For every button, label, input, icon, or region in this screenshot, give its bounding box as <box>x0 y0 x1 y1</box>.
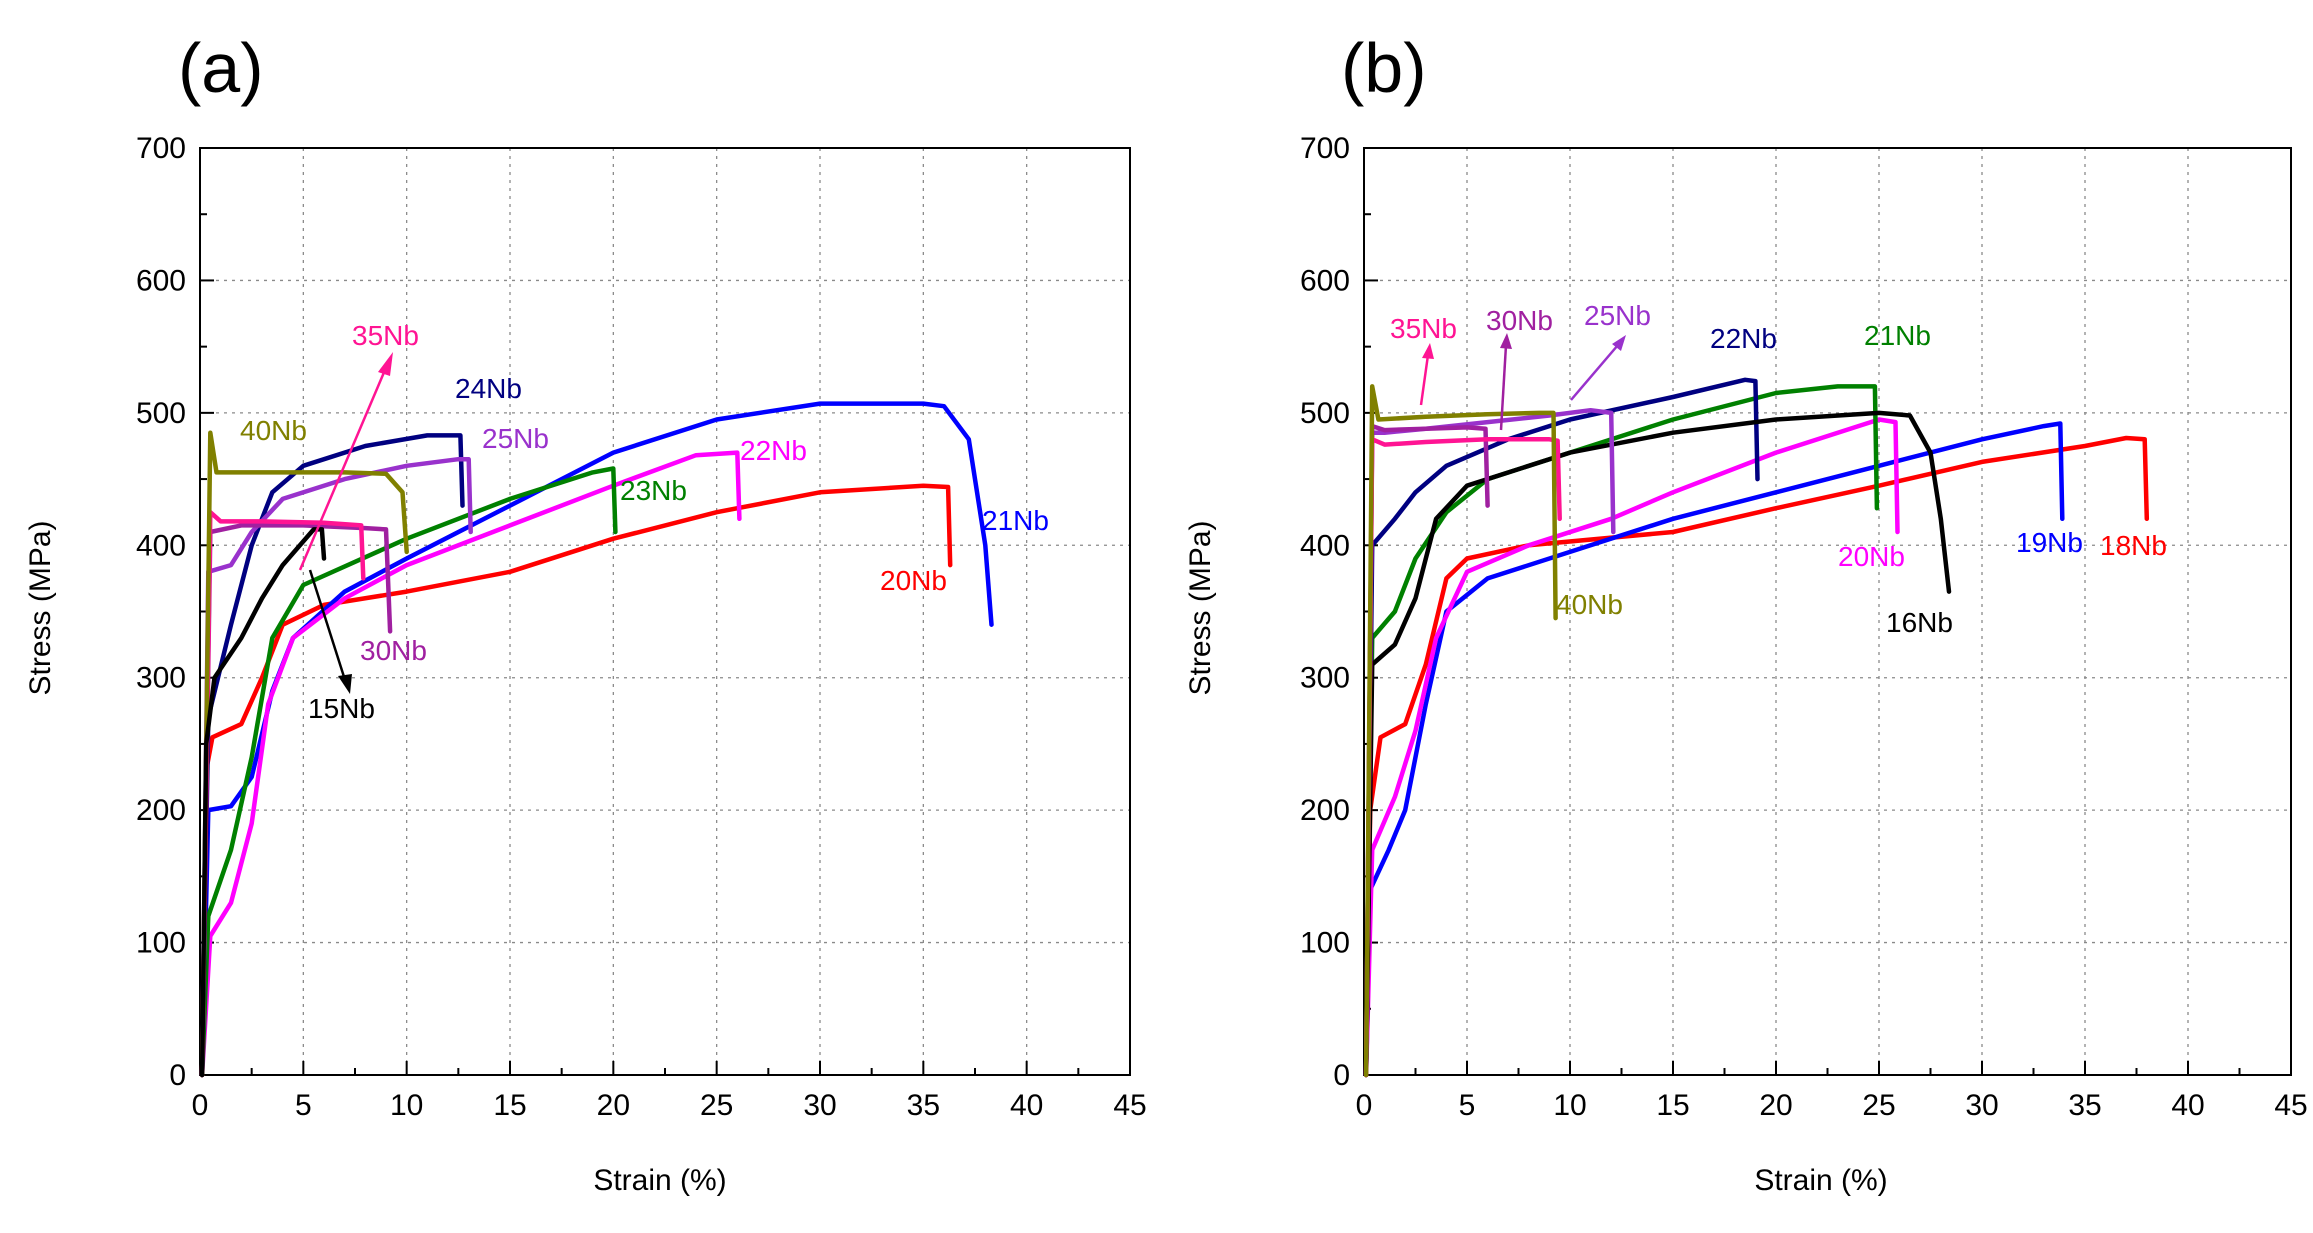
curve-label-20nb: 20Nb <box>1838 541 1905 572</box>
chart-a-svg: 0 5 10 15 20 25 30 35 40 45 0 100 200 300 400 500 600 700… <box>24 29 1147 1197</box>
curve-label-20nb: 20Nb <box>880 565 947 596</box>
y-tick-label: 0 <box>169 1059 186 1092</box>
plot-area-a: 0 5 10 15 20 25 30 35 40 45 0 100 200 300 400 500 600 700 <box>136 132 1147 1122</box>
series-line-30nb <box>1363 423 1490 1078</box>
x-tick-label: 0 <box>1356 1089 1373 1122</box>
plot-area-b: 0 5 10 15 20 25 30 35 40 45 0 100 200 300 400 500 600 700 <box>1300 132 2308 1122</box>
curve-label-22nb: 22Nb <box>1710 323 1777 354</box>
series-line-21nb <box>199 401 994 1078</box>
y-axis-title-b: Stress (MPa) <box>1184 520 1217 695</box>
curve-label-35nb: 35Nb <box>352 320 419 351</box>
panel-label-b: (b) <box>1341 29 1427 107</box>
x-tick-label: 40 <box>1010 1089 1043 1122</box>
x-tick-label: 45 <box>1113 1089 1146 1122</box>
arrow-head-35nb <box>1422 343 1434 359</box>
series-line-35nb <box>1363 437 1562 1078</box>
curve-label-15nb: 15Nb <box>308 693 375 724</box>
series-line-40nb <box>199 430 409 1078</box>
y-tick-label: 600 <box>1300 264 1350 297</box>
x-tick-label: 15 <box>493 1089 526 1122</box>
series-line-23nb <box>199 466 618 1078</box>
curve-label-21nb: 21Nb <box>1864 320 1931 351</box>
x-tick-label: 10 <box>390 1089 423 1122</box>
x-axis-title-a: Strain (%) <box>593 1164 726 1197</box>
arrow-head-25nb <box>1612 335 1626 351</box>
y-tick-label: 200 <box>1300 794 1350 827</box>
y-tick-label: 700 <box>136 132 186 165</box>
y-tick-label: 400 <box>1300 529 1350 562</box>
series-line-25nb <box>1363 407 1616 1078</box>
arrow-head-15nb <box>338 674 352 694</box>
chart-panel-b: 0 5 10 15 20 25 30 35 40 45 0 100 200 300 400 500 600 700… <box>1156 0 2312 1233</box>
x-tick-label: 20 <box>1759 1089 1792 1122</box>
panel-label-a: (a) <box>178 29 264 107</box>
arrow-25nb <box>1570 344 1619 401</box>
curve-label-23nb: 23Nb <box>620 475 687 506</box>
curve-label-25nb: 25Nb <box>1584 300 1651 331</box>
series-line-40nb <box>1363 384 1558 1078</box>
series-line-30nb <box>199 523 393 1078</box>
series-line-18nb <box>1363 435 2150 1078</box>
x-tick-label: 40 <box>2171 1089 2204 1122</box>
x-tick-label: 30 <box>1965 1089 1998 1122</box>
x-tick-label: 25 <box>700 1089 733 1122</box>
chart-b-svg: 0 5 10 15 20 25 30 35 40 45 0 100 200 300 400 500 600 700… <box>1184 29 2308 1197</box>
series-line-15nb <box>199 527 327 1078</box>
curve-label-22nb: 22Nb <box>740 435 807 466</box>
y-tick-label: 400 <box>136 529 186 562</box>
curve-label-40nb: 40Nb <box>240 415 307 446</box>
chart-panel-a: 0 5 10 15 20 25 30 35 40 45 0 100 200 300 400 500 600 700… <box>0 0 1156 1233</box>
curve-label-24nb: 24Nb <box>455 373 522 404</box>
series-line-20nb <box>1363 417 1900 1078</box>
y-tick-label: 500 <box>1300 397 1350 430</box>
arrow-head-30nb <box>1500 333 1512 349</box>
series-line-22nb <box>199 450 742 1078</box>
x-tick-label: 30 <box>803 1089 836 1122</box>
curve-label-21nb: 21Nb <box>982 505 1049 536</box>
series-line-25nb <box>199 456 473 1078</box>
x-tick-label: 5 <box>1459 1089 1476 1122</box>
curve-label-40nb: 40Nb <box>1556 589 1623 620</box>
y-tick-label: 0 <box>1333 1059 1350 1092</box>
y-tick-label: 100 <box>136 927 186 960</box>
curve-label-35nb: 35Nb <box>1390 313 1457 344</box>
arrow-35nb <box>298 369 387 571</box>
series-line-19nb <box>1363 421 2065 1078</box>
y-tick-label: 700 <box>1300 132 1350 165</box>
y-tick-label: 500 <box>136 397 186 430</box>
x-tick-label: 5 <box>295 1089 312 1122</box>
curve-label-19nb: 19Nb <box>2016 527 2083 558</box>
x-tick-label: 15 <box>1656 1089 1689 1122</box>
x-tick-label: 20 <box>597 1089 630 1122</box>
curve-label-30nb: 30Nb <box>1486 305 1553 336</box>
curve-label-16nb: 16Nb <box>1886 607 1953 638</box>
curve-label-25nb: 25Nb <box>482 423 549 454</box>
x-tick-label: 35 <box>2068 1089 2101 1122</box>
y-tick-label: 300 <box>136 662 186 695</box>
y-tick-label: 600 <box>136 264 186 297</box>
y-tick-label: 200 <box>136 794 186 827</box>
y-tick-label: 300 <box>1300 662 1350 695</box>
x-tick-label: 25 <box>1862 1089 1895 1122</box>
arrow-35nb <box>1419 354 1430 406</box>
x-tick-label: 45 <box>2274 1089 2307 1122</box>
curve-label-30nb: 30Nb <box>360 635 427 666</box>
y-tick-label: 100 <box>1300 927 1350 960</box>
arrow-head-35nb <box>378 352 393 376</box>
y-axis-title-a: Stress (MPa) <box>24 520 57 695</box>
x-axis-title-b: Strain (%) <box>1754 1164 1887 1197</box>
x-tick-label: 35 <box>907 1089 940 1122</box>
x-tick-label: 10 <box>1553 1089 1586 1122</box>
arrow-15nb <box>308 569 347 681</box>
plot-frame <box>1363 147 2292 1076</box>
arrow-30nb <box>1499 344 1508 431</box>
series-line-20nb <box>199 483 953 1078</box>
series-line-21nb <box>1363 384 1880 1078</box>
x-tick-label: 0 <box>192 1089 209 1122</box>
curve-label-18nb: 18Nb <box>2100 530 2167 561</box>
series-line-16nb <box>1363 410 1952 1078</box>
